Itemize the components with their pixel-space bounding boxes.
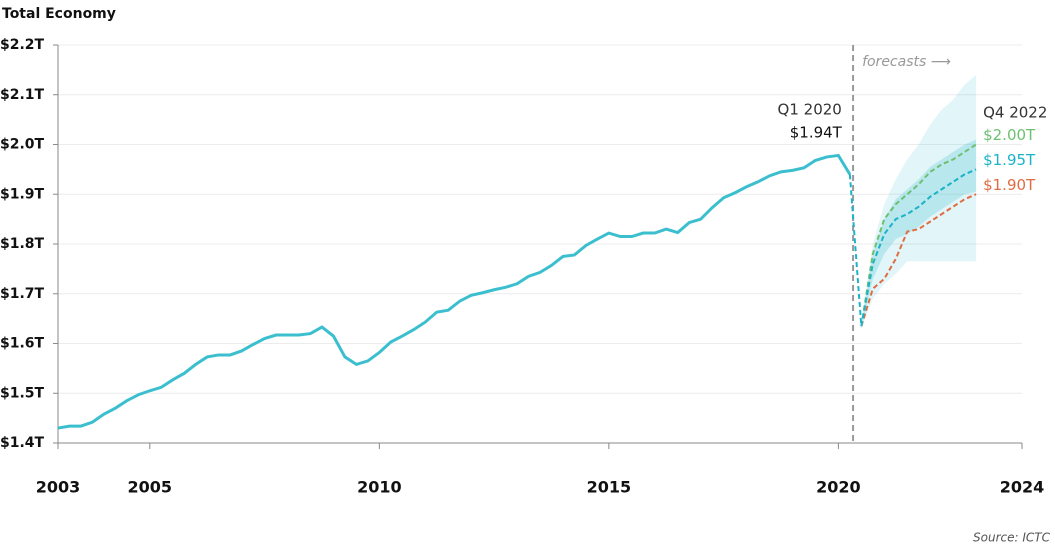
chart-title: Total Economy (2, 6, 116, 22)
y-tick-label: $2.1T (0, 87, 45, 103)
y-tick-label: $1.9T (0, 186, 45, 202)
y-tick-label: $1.5T (0, 385, 45, 401)
forecast-label: forecasts ⟶ (862, 54, 951, 70)
forecast-band (861, 139, 977, 329)
x-tick-label: 2015 (587, 478, 632, 497)
line (57, 153, 852, 430)
x-tick-label: 2005 (128, 478, 173, 497)
line (860, 193, 977, 327)
end-label: $1.95T (983, 151, 1036, 169)
x-tick-label: 2020 (816, 478, 861, 497)
line (848, 168, 977, 327)
x-tick-label: 2003 (36, 478, 81, 497)
y-tick-label: $2.0T (0, 137, 45, 153)
y-tick-label: $1.8T (0, 236, 45, 252)
line (860, 143, 977, 327)
x-tick-label: 2010 (357, 478, 402, 497)
source: Source: ICTC (973, 531, 1051, 545)
annotation: Q1 2020 (778, 101, 842, 119)
annotation: Q4 2022 (983, 104, 1047, 122)
y-tick-label: $1.7T (0, 286, 45, 302)
y-tick-label: $1.6T (0, 336, 45, 352)
end-label: $2.00T (983, 126, 1036, 144)
y-tick-label: $2.2T (0, 37, 45, 53)
y-tick-label: $1.4T (0, 435, 45, 451)
end-label: $1.94T (790, 124, 843, 142)
forecast-band (861, 74, 977, 329)
end-label: $1.90T (983, 176, 1036, 194)
x-tick-label: 2024 (1000, 478, 1045, 497)
